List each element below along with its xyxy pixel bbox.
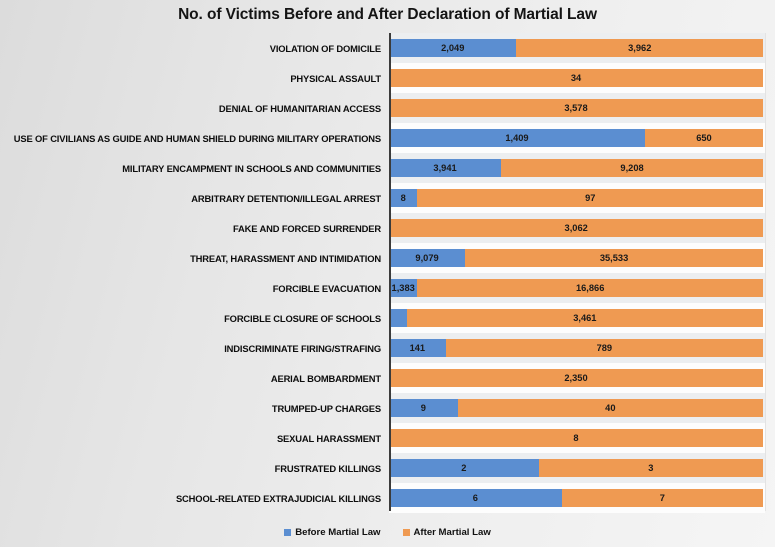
bar-value-label: 9,208	[620, 163, 644, 173]
bar-value-label: 3,962	[628, 43, 652, 53]
category-label: FORCIBLE CLOSURE OF SCHOOLS	[224, 312, 381, 324]
bar-value-label: 2	[461, 463, 467, 473]
legend-label: Before Martial Law	[295, 527, 381, 538]
bar-value-label: 789	[596, 343, 613, 353]
bar-value-label: 6	[472, 493, 478, 503]
bar-segment-after-martial-law[interactable]: 789	[445, 339, 763, 357]
bar-segment-before-martial-law[interactable]: 2,049	[389, 39, 517, 57]
bar-segment-after-martial-law[interactable]: 3	[538, 459, 763, 477]
stacked-bar[interactable]: 03,578	[389, 99, 763, 117]
bar-value-label: 3,062	[564, 223, 588, 233]
gridline	[765, 33, 766, 511]
category-label: FAKE AND FORCED SURRENDER	[233, 222, 381, 234]
stacked-bar[interactable]: 9,079 35,533	[389, 249, 763, 267]
bar-segment-before-martial-law[interactable]: 9	[389, 399, 458, 417]
bar-value-label: 16,866	[575, 283, 605, 293]
bar-segment-after-martial-law[interactable]: 3,461	[406, 309, 763, 327]
category-label: INDISCRIMINATE FIRING/STRAFING	[224, 342, 381, 354]
bar-value-label: 9	[420, 403, 426, 413]
bar-segment-after-martial-law[interactable]: 35,533	[465, 249, 763, 267]
chart-legend: Before Martial Law After Martial Law	[0, 527, 775, 538]
bar-value-label: 35,533	[599, 253, 629, 263]
category-label: MILITARY ENCAMPMENT IN SCHOOLS AND COMMU…	[122, 162, 381, 174]
bar-segment-after-martial-law[interactable]: 97	[417, 189, 763, 207]
bar-segment-after-martial-law[interactable]: 3,962	[516, 39, 763, 57]
stacked-bar[interactable]: 8 97	[389, 189, 763, 207]
bar-value-label: 141	[409, 343, 426, 353]
stacked-bar[interactable]: 33,062	[389, 219, 763, 237]
bar-value-label: 3	[648, 463, 654, 473]
bar-segment-after-martial-law[interactable]: 2,350	[389, 369, 763, 387]
bar-segment-after-martial-law[interactable]: 9,208	[501, 159, 763, 177]
bar-value-label: 40	[605, 403, 616, 413]
bar-segment-after-martial-law[interactable]: 3,062	[389, 219, 763, 237]
bar-value-label: 7	[659, 493, 665, 503]
bar-value-label: 3,578	[564, 103, 588, 113]
bar-segment-before-martial-law[interactable]: 6	[389, 489, 562, 507]
category-label: VIOLATION OF DOMICILE	[269, 42, 381, 54]
legend-swatch-icon	[402, 529, 410, 536]
bar-value-label: 9,079	[415, 253, 439, 263]
bar-segment-before-martial-law[interactable]: 2	[389, 459, 539, 477]
bar-value-label: 8	[400, 193, 406, 203]
bar-segment-after-martial-law[interactable]: 16,866	[417, 279, 763, 297]
stacked-bar[interactable]: 1,409 650	[389, 129, 763, 147]
bar-segment-after-martial-law[interactable]: 7	[561, 489, 763, 507]
bar-value-label: 2,049	[441, 43, 465, 53]
bar-segment-after-martial-law[interactable]: 3,578	[389, 99, 763, 117]
bar-value-label: 1,409	[505, 133, 529, 143]
bar-value-label: 8	[573, 433, 579, 443]
bar-segment-before-martial-law[interactable]: 9,079	[389, 249, 466, 267]
bar-value-label: 3,941	[433, 163, 457, 173]
bar-segment-before-martial-law[interactable]: 172	[389, 309, 407, 327]
bar-segment-after-martial-law[interactable]: 34	[389, 69, 763, 87]
bar-value-label: 1,383	[391, 283, 415, 293]
stacked-bar[interactable]: 9 40	[389, 399, 763, 417]
category-label: FORCIBLE EVACUATION	[272, 282, 381, 294]
y-axis-line	[389, 33, 391, 511]
category-label: PHYSICAL ASSAULT	[290, 72, 381, 84]
bar-segment-after-martial-law[interactable]: 8	[389, 429, 763, 447]
bar-segment-after-martial-law[interactable]: 40	[457, 399, 763, 417]
bar-segment-before-martial-law[interactable]: 1,409	[389, 129, 645, 147]
stacked-bar[interactable]: 141 789	[389, 339, 763, 357]
legend-item[interactable]: After Martial Law	[402, 527, 491, 538]
category-label: FRUSTRATED KILLINGS	[274, 462, 382, 474]
legend-label: After Martial Law	[413, 527, 491, 538]
legend-swatch-icon	[284, 529, 292, 536]
plot-area: 2,0493,96203403,5781,4096503,9419,208897…	[389, 33, 766, 513]
bar-value-label: 34	[570, 73, 582, 83]
category-label: TRUMPED-UP CHARGES	[271, 402, 381, 414]
category-label: SEXUAL HARASSMENT	[276, 432, 381, 444]
category-label: SCHOOL-RELATED EXTRAJUDICIAL KILLINGS	[175, 492, 381, 504]
bar-segment-after-martial-law[interactable]: 650	[644, 129, 763, 147]
bar-value-label: 2,350	[564, 373, 588, 383]
stacked-bar[interactable]: 2,049 3,962	[389, 39, 763, 57]
category-label: DENIAL OF HUMANITARIAN ACCESS	[218, 102, 381, 114]
stacked-bar[interactable]: 08	[389, 429, 763, 447]
stacked-bar[interactable]: 1,383 16,866	[389, 279, 763, 297]
chart-title: No. of Victims Before and After Declarat…	[178, 6, 597, 23]
bar-segment-before-martial-law[interactable]: 8	[389, 189, 418, 207]
stacked-bar[interactable]: 172 3,461	[389, 309, 763, 327]
bar-value-label: 97	[585, 193, 596, 203]
bar-segment-before-martial-law[interactable]: 1,383	[389, 279, 418, 297]
bar-value-label: 3,461	[573, 313, 597, 323]
bar-segment-before-martial-law[interactable]: 141	[389, 339, 446, 357]
bar-segment-before-martial-law[interactable]: 3,941	[389, 159, 502, 177]
category-label: USE OF CIVILIANS AS GUIDE AND HUMAN SHIE…	[13, 132, 381, 144]
bar-value-label: 650	[696, 133, 712, 143]
category-label: AERIAL BOMBARDMENT	[270, 372, 381, 384]
legend-item[interactable]: Before Martial Law	[284, 527, 381, 538]
category-label: THREAT, HARASSMENT AND INTIMIDATION	[190, 252, 381, 264]
stacked-bar[interactable]: 034	[389, 69, 763, 87]
stacked-bar[interactable]: 3,941 9,208	[389, 159, 763, 177]
stacked-bar[interactable]: 02,350	[389, 369, 763, 387]
category-label: ARBITRARY DETENTION/ILLEGAL ARREST	[191, 192, 381, 204]
